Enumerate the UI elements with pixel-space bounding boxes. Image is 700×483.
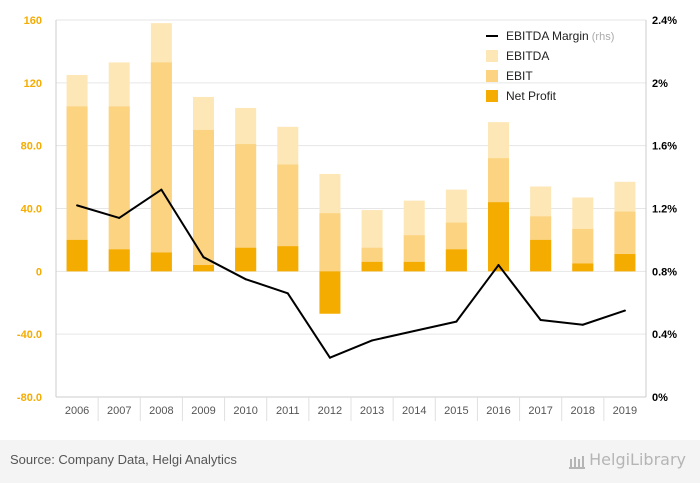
bar-net-profit xyxy=(108,249,130,272)
bar-ebit xyxy=(150,62,172,272)
x-tick-label: 2017 xyxy=(528,405,552,417)
ebitda-margin-point xyxy=(76,204,79,207)
legend-box-swatch xyxy=(486,70,498,82)
left-tick-label: 160 xyxy=(24,15,42,27)
x-tick-label: 2007 xyxy=(107,405,131,417)
ebitda-margin-point xyxy=(497,264,500,267)
ebitda-margin-point xyxy=(160,188,163,191)
x-tick-label: 2011 xyxy=(276,405,300,417)
legend-label: EBITDA xyxy=(506,49,549,63)
bar-ebit xyxy=(235,144,257,272)
ebitda-margin-point xyxy=(118,216,121,219)
bar-ebit xyxy=(108,106,130,272)
bar-net-profit xyxy=(150,252,172,272)
legend: EBITDA Margin (rhs) EBITDA EBIT Net Profit xyxy=(486,29,614,103)
bar-net-profit xyxy=(572,263,594,272)
legend-box-swatch xyxy=(486,50,498,62)
ebitda-margin-point xyxy=(455,320,458,323)
bar-net-profit xyxy=(193,265,214,272)
legend-label: Net Profit xyxy=(506,89,557,103)
x-tick-label: 2015 xyxy=(444,405,468,417)
right-tick-label: 0.4% xyxy=(652,329,677,341)
x-tick-label: 2019 xyxy=(613,405,637,417)
right-tick-label: 2.4% xyxy=(652,15,677,27)
left-axis: -80.0 -40.0 0 40.0 80.0 120 160 xyxy=(17,15,42,404)
x-tick-label: 2006 xyxy=(65,405,89,417)
gridlines xyxy=(55,19,647,398)
bar-ebit xyxy=(277,164,299,272)
x-tick-label: 2009 xyxy=(191,405,215,417)
left-tick-label: 80.0 xyxy=(21,141,42,153)
footer: Source: Company Data, Helgi Analytics He… xyxy=(0,440,700,483)
ebitda-margin-point xyxy=(371,339,374,342)
bar-ebit xyxy=(319,213,341,272)
x-tick-label: 2016 xyxy=(486,405,510,417)
left-tick-label: -80.0 xyxy=(17,392,42,404)
legend-label: EBITDA Margin (rhs) xyxy=(506,29,614,43)
brand-logo[interactable]: HelgiLibrary xyxy=(569,450,686,469)
bar-net-profit xyxy=(614,254,636,272)
x-tick-label: 2018 xyxy=(571,405,595,417)
bar-net-profit xyxy=(319,271,341,314)
library-icon xyxy=(569,455,586,469)
chart: -80.0 -40.0 0 40.0 80.0 120 160 0% 0.4% 0.8% 1.2%… xyxy=(17,15,677,421)
bar-net-profit xyxy=(361,261,383,272)
ebitda-margin-line xyxy=(76,188,626,359)
left-tick-label: 0 xyxy=(36,266,42,278)
bar-ebit xyxy=(193,129,214,272)
right-axis: 0% 0.4% 0.8% 1.2% 1.6% 2% 2.4% xyxy=(652,15,677,404)
left-tick-label: 40.0 xyxy=(21,204,42,216)
legend-box-swatch xyxy=(486,90,498,102)
bar-net-profit xyxy=(488,202,509,272)
bar-net-profit xyxy=(277,246,299,272)
x-tick-label: 2010 xyxy=(233,405,257,417)
bar-net-profit xyxy=(445,249,467,272)
left-tick-label: 120 xyxy=(24,78,42,90)
ebitda-margin-point xyxy=(202,256,205,259)
x-tick-label: 2014 xyxy=(402,405,426,417)
brand-text: HelgiLibrary xyxy=(589,450,686,469)
right-tick-label: 2% xyxy=(652,78,668,90)
source-note: Source: Company Data, Helgi Analytics xyxy=(10,452,237,467)
ebitda-margin-point xyxy=(413,330,416,333)
bar-net-profit xyxy=(66,239,88,272)
x-tick-label: 2013 xyxy=(360,405,384,417)
ebitda-margin-point xyxy=(623,309,626,312)
right-tick-label: 1.2% xyxy=(652,204,677,216)
bar-ebit xyxy=(572,228,594,272)
line-series xyxy=(76,188,626,359)
right-tick-label: 0% xyxy=(652,392,668,404)
ebitda-margin-point xyxy=(328,356,331,359)
bar-series xyxy=(66,23,636,314)
bar-net-profit xyxy=(403,261,425,272)
bar-net-profit xyxy=(235,247,257,272)
x-tick-label: 2008 xyxy=(149,405,173,417)
bar-ebit xyxy=(66,106,88,272)
ebitda-margin-point xyxy=(539,319,542,322)
x-tick-label: 2012 xyxy=(318,405,342,417)
legend-label: EBIT xyxy=(506,69,533,83)
left-tick-label: -40.0 xyxy=(17,329,42,341)
bar-net-profit xyxy=(530,239,552,272)
ebitda-margin-point xyxy=(286,292,289,295)
right-tick-label: 0.8% xyxy=(652,266,677,278)
ebitda-margin-point xyxy=(581,323,584,326)
x-axis: 2006 2007 2008 2009 2010 2011 2012 2013 2014 2015… xyxy=(56,396,646,421)
ebitda-margin-point xyxy=(244,278,247,281)
right-tick-label: 1.6% xyxy=(652,141,677,153)
legend-label-suffix: (rhs) xyxy=(589,31,615,43)
